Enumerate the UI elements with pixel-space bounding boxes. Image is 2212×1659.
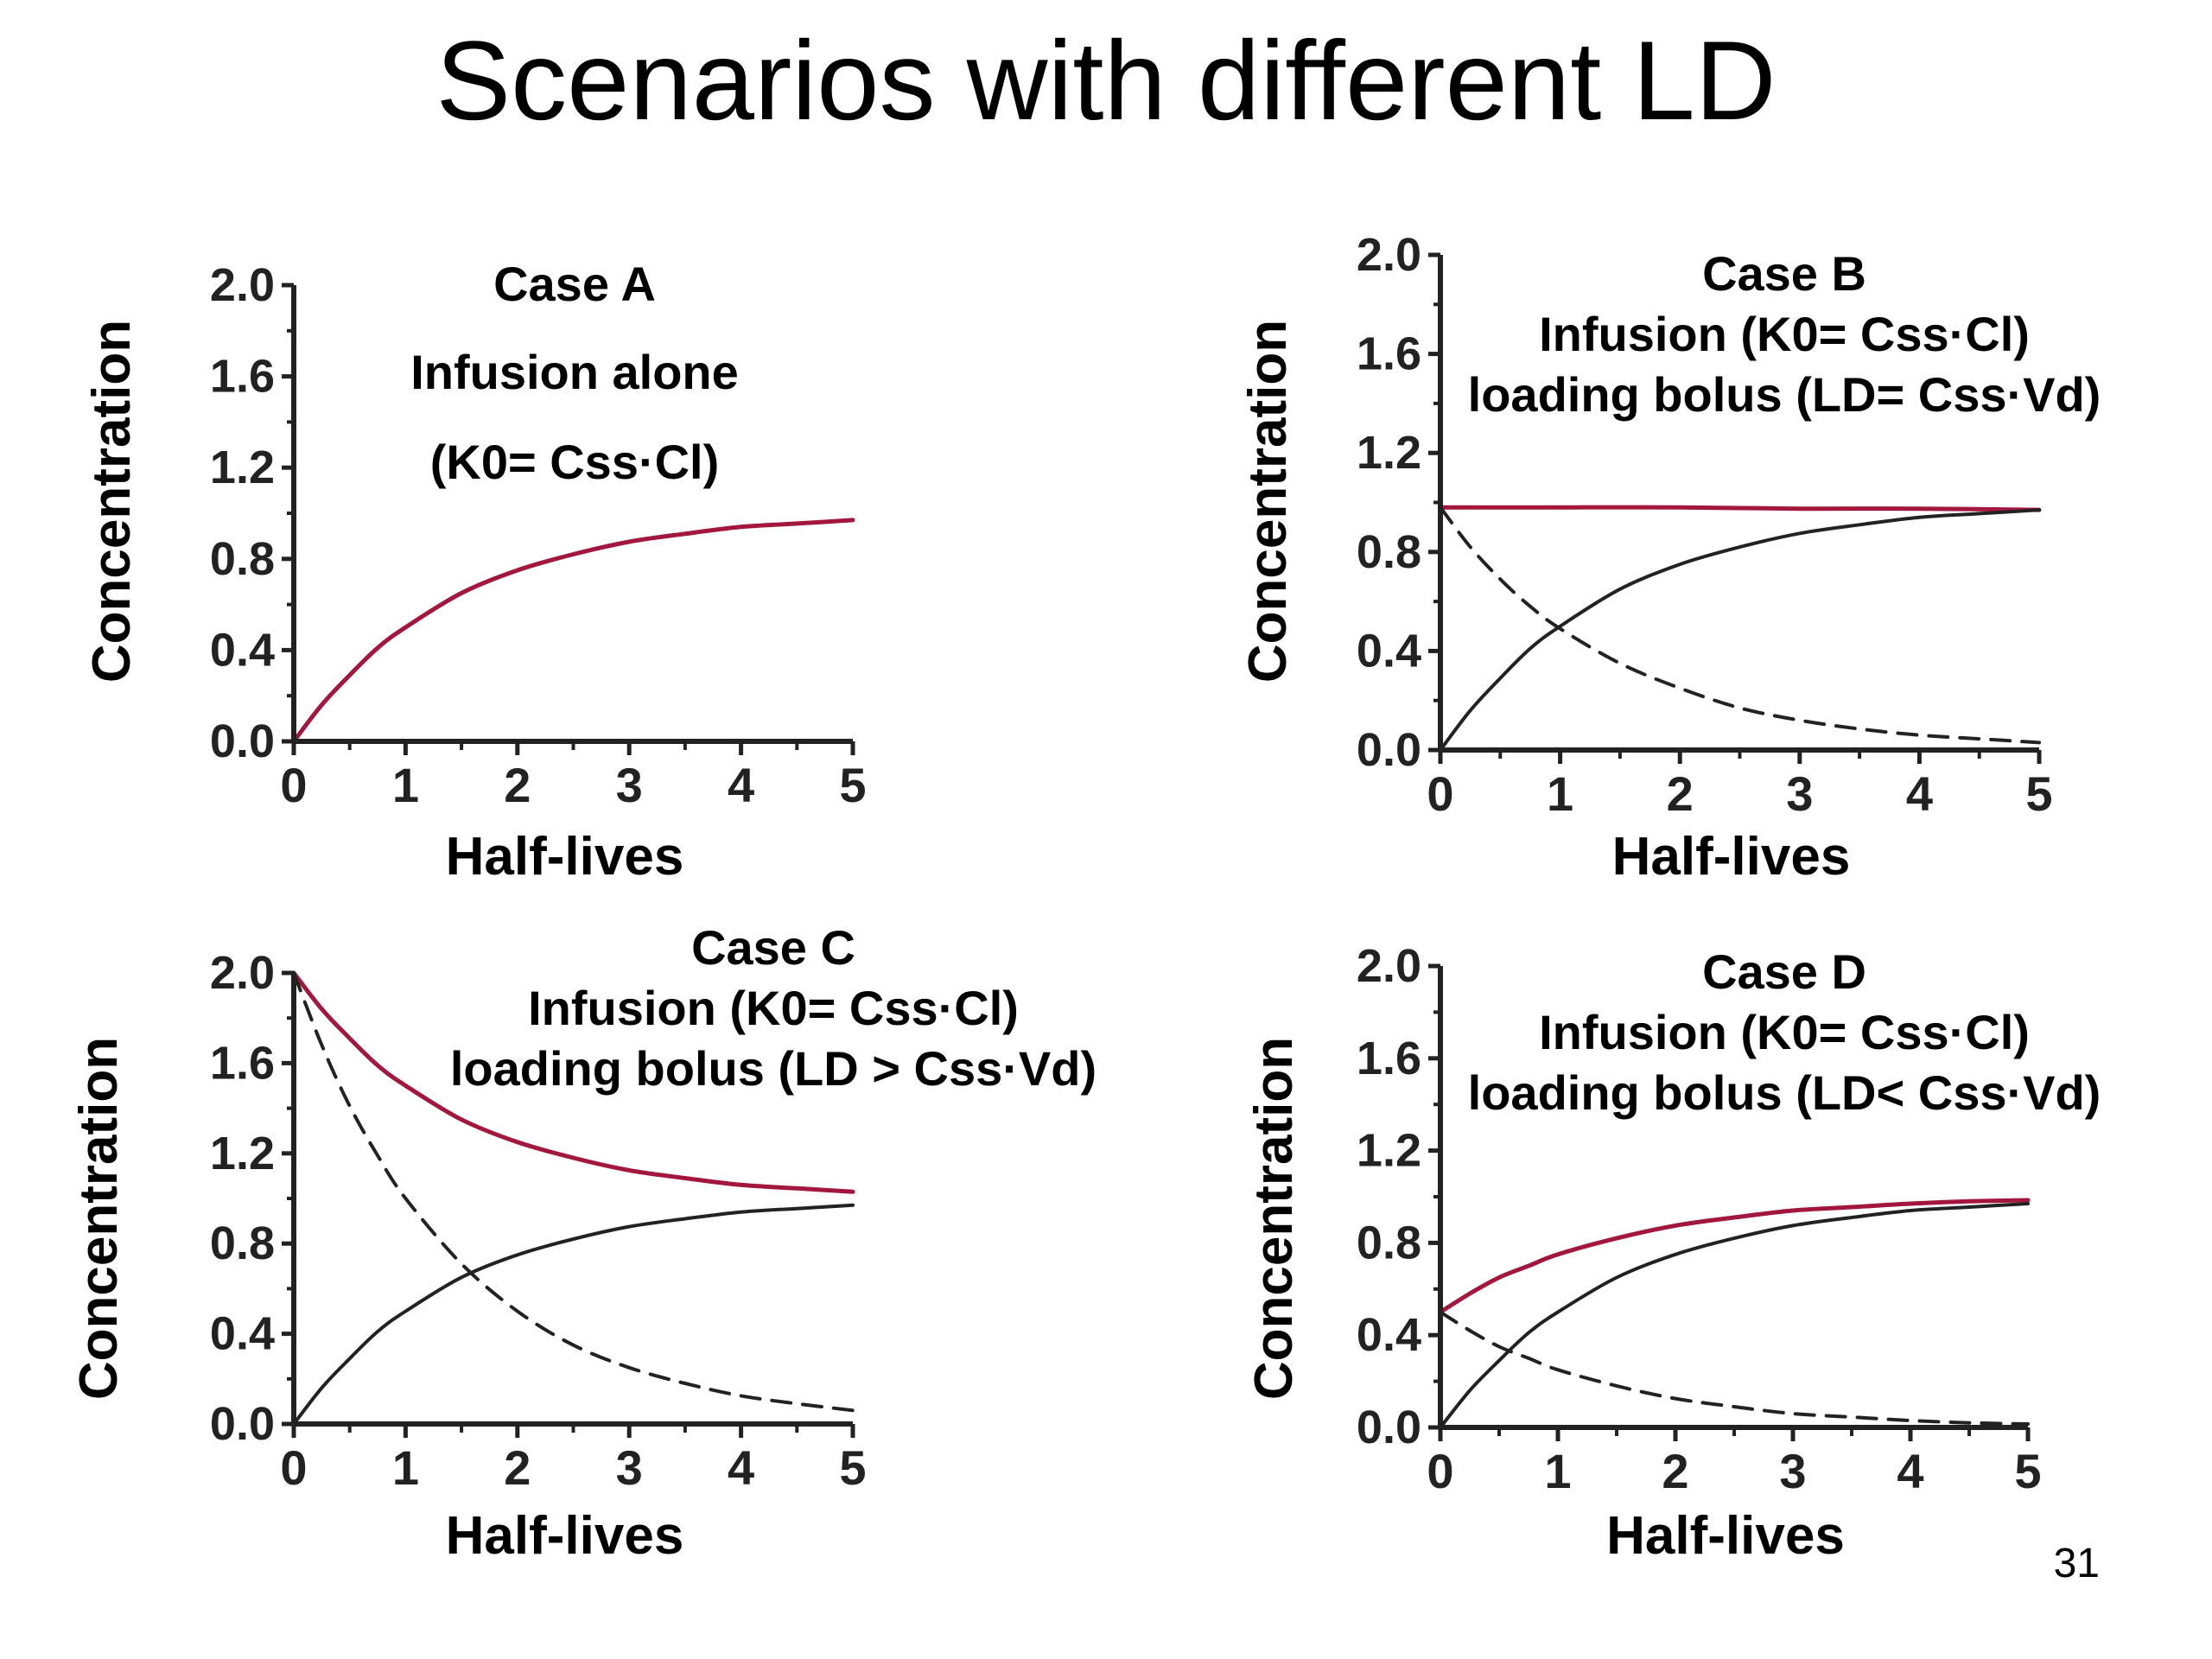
series-line-red-solid	[1438, 1198, 2031, 1314]
chart-panel-top-left: 0.0 0.4 0.8 1.2 1.6 2.0 0 1 2 3 4 5 Half-lives Concen…	[82, 257, 867, 887]
x-axis-title: Half-lives	[446, 827, 684, 887]
x-tick-label: 1	[1547, 766, 1573, 821]
x-tick-label: 0	[280, 1440, 307, 1495]
y-tick-label: 0.8	[210, 1217, 275, 1269]
series-line-black-dashed	[1439, 1310, 2030, 1426]
slide-title: Scenarios with different LD	[435, 17, 1777, 143]
series-line-black-dashed	[292, 971, 855, 1413]
y-tick-label: 1.6	[1357, 328, 1421, 380]
y-tick-label: 0.8	[1357, 1217, 1421, 1268]
case-title: Case D	[1702, 944, 1866, 999]
x-tick-label: 1	[1544, 1444, 1571, 1498]
case-annotation: loading bolus (LD= Css·Vd)	[1468, 367, 2101, 422]
y-tick-label: 1.2	[210, 442, 275, 493]
y-axis-title: Concentration	[69, 1037, 129, 1400]
series-line-red-solid	[1438, 505, 2042, 512]
x-tick-label: 4	[1906, 766, 1933, 821]
x-axis-title: Half-lives	[446, 1506, 684, 1566]
y-tick-label: 0.4	[210, 1308, 275, 1360]
x-tick-label: 4	[728, 758, 754, 812]
x-tick-label: 5	[839, 758, 866, 812]
y-tick-label: 1.2	[210, 1128, 275, 1179]
x-tick-label: 3	[1779, 1444, 1806, 1498]
case-annotation: loading bolus (LD > Css·Vd)	[450, 1041, 1096, 1096]
y-tick-label: 1.6	[210, 1037, 275, 1089]
y-tick-label: 0.0	[210, 715, 275, 767]
x-tick-label: 4	[728, 1440, 754, 1495]
x-tick-label: 5	[839, 1440, 866, 1495]
case-title: Case C	[691, 920, 855, 975]
chart-panel-bottom-left: 0.0 0.4 0.8 1.2 1.6 2.0 0 1 2 3 4 5 Half-lives Concen…	[69, 920, 1096, 1566]
case-annotation: Infusion alone	[410, 345, 739, 399]
case-annotation: Infusion (K0= Css·Cl)	[528, 981, 1019, 1035]
y-tick-label: 1.2	[1357, 427, 1421, 479]
x-tick-label: 3	[616, 758, 643, 812]
x-tick-label: 0	[280, 758, 307, 812]
y-tick-label: 1.2	[1357, 1125, 1421, 1177]
y-tick-label: 1.6	[210, 351, 275, 403]
y-tick-label: 0.8	[210, 533, 275, 585]
y-tick-label: 0.0	[210, 1398, 275, 1450]
x-tick-label: 3	[616, 1440, 643, 1495]
x-tick-label: 0	[1427, 766, 1453, 821]
case-annotation: loading bolus (LD< Css·Vd)	[1468, 1065, 2101, 1120]
y-tick-label: 2.0	[210, 259, 275, 311]
chart-panel-top-right: 0.0 0.4 0.8 1.2 1.6 2.0 0 1 2 3 4 5 Half-lives Concen…	[1238, 229, 2101, 887]
y-axis-title: Concentration	[82, 320, 142, 683]
y-axis-title: Concentration	[1238, 320, 1298, 683]
y-tick-label: 0.4	[1357, 625, 1421, 677]
x-axis-title: Half-lives	[1606, 1506, 1845, 1566]
case-annotation: (K0= Css·Cl)	[430, 435, 720, 489]
x-tick-label: 1	[392, 1440, 419, 1495]
series-line-black-solid	[1439, 1202, 2030, 1429]
y-tick-label: 2.0	[1357, 229, 1421, 281]
y-tick-label: 0.4	[210, 624, 275, 676]
series-line-red-solid	[291, 970, 855, 1194]
y-tick-label: 0.8	[1357, 526, 1421, 578]
x-tick-label: 4	[1897, 1444, 1923, 1498]
x-tick-label: 1	[392, 758, 419, 812]
x-tick-label: 2	[1662, 1444, 1688, 1498]
x-tick-label: 5	[2014, 1444, 2041, 1498]
x-tick-label: 3	[1786, 766, 1813, 821]
case-annotation: Infusion (K0= Css·Cl)	[1539, 1005, 2030, 1059]
y-tick-label: 2.0	[1357, 940, 1421, 992]
x-tick-label: 2	[1667, 766, 1694, 821]
x-tick-label: 2	[504, 1440, 531, 1495]
series-line-red-solid	[291, 518, 855, 744]
series-line-black-dashed	[1439, 505, 2041, 745]
chart-panel-bottom-right: 0.0 0.4 0.8 1.2 1.6 2.0 0 1 2 3 4 5 Half-lives Concen…	[1244, 940, 2101, 1566]
case-title: Case B	[1702, 246, 1866, 301]
x-tick-label: 5	[2025, 766, 2052, 821]
y-tick-label: 1.6	[1357, 1033, 1421, 1084]
series-line-black-solid	[1439, 508, 2041, 752]
x-tick-label: 2	[504, 758, 531, 812]
x-axis-title: Half-lives	[1612, 827, 1851, 887]
case-title: Case A	[493, 257, 656, 311]
y-tick-label: 0.0	[1357, 724, 1421, 776]
y-tick-label: 0.4	[1357, 1309, 1421, 1361]
case-annotation: Infusion (K0= Css·Cl)	[1539, 307, 2030, 361]
y-tick-label: 0.0	[1357, 1402, 1421, 1453]
series-line-black-solid	[292, 1203, 855, 1426]
y-axis-title: Concentration	[1244, 1037, 1304, 1400]
x-tick-label: 0	[1427, 1444, 1453, 1498]
page-number: 31	[2053, 1541, 2100, 1586]
y-tick-label: 2.0	[210, 947, 275, 999]
